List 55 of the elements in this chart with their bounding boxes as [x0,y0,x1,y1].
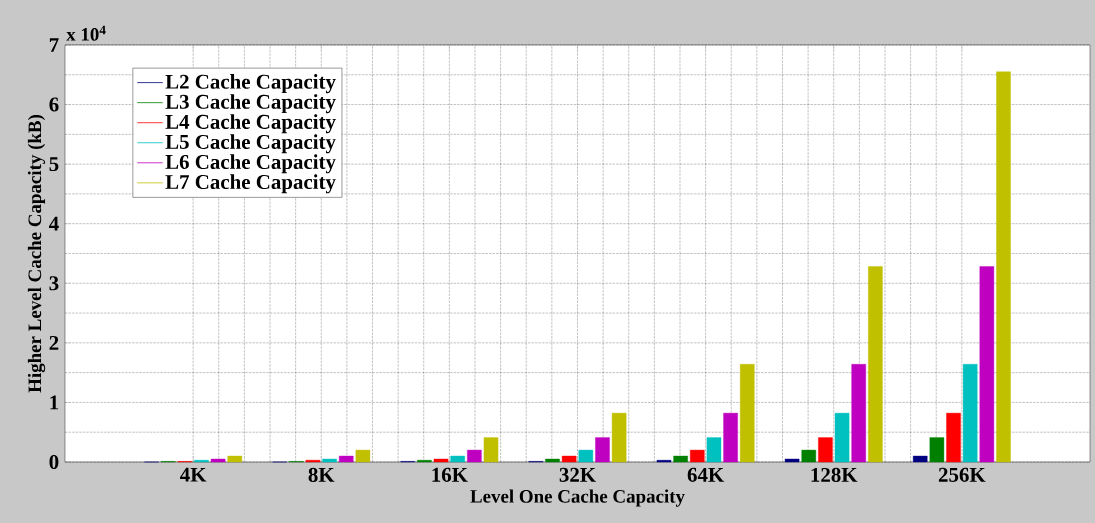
legend-label: L2 Cache Capacity [165,74,336,94]
y-tick-label: 7 [49,38,59,52]
x-tick-label: 8K [308,467,335,482]
bar [483,437,499,463]
legend-label: L3 Cache Capacity [165,94,336,114]
y-tick-label: 0 [49,454,59,470]
bar [740,364,755,463]
bar [868,266,883,463]
legend-label: L7 Cache Capacity [165,174,336,194]
bar [338,455,354,463]
bar [578,449,594,463]
bar [706,437,722,463]
bar [561,455,577,463]
bar [723,412,738,463]
bar [818,437,833,463]
bar [962,364,978,463]
bar [227,455,243,463]
y-tick-label: 6 [49,97,59,112]
y-tick-label: 1 [50,395,59,410]
y-tick-label: 3 [49,276,59,291]
bar [467,449,482,463]
x-tick-label: 32K [559,467,596,482]
bar [673,455,688,463]
bar [210,458,226,463]
bar [834,412,850,463]
bar [996,71,1011,463]
bar [929,437,945,463]
y-tick-label: 4 [48,216,59,231]
y-tick-label: 5 [49,157,59,172]
legend-label: L5 Cache Capacity [165,134,336,154]
x-tick-label: 256K [938,467,986,482]
y-axis-title: Higher Level Cache Capacity (kB) [27,114,46,393]
x-tick-label: 4K [180,467,207,482]
bar [690,449,705,463]
bar [355,449,371,463]
x-tick-label: 16K [432,467,468,482]
bar [946,412,961,463]
bar [784,458,800,463]
bar [433,458,449,463]
x-axis-title: Level One Cache Capacity [470,489,685,507]
x-tick-label: 64K [687,467,725,482]
text: x 10$^{4}$ [66,25,106,41]
bar [322,458,337,463]
bar [801,449,816,463]
bar [611,412,627,463]
legend-label: L4 Cache Capacity [165,114,336,134]
bar [545,458,560,463]
bar [595,437,610,463]
legend-label: L6 Cache Capacity [165,154,336,174]
bar [979,266,995,463]
bar [912,455,928,463]
bar [450,455,465,463]
x-tick-label: 128K [811,467,858,482]
bar [851,364,866,463]
y-tick-label: 2 [49,335,59,350]
